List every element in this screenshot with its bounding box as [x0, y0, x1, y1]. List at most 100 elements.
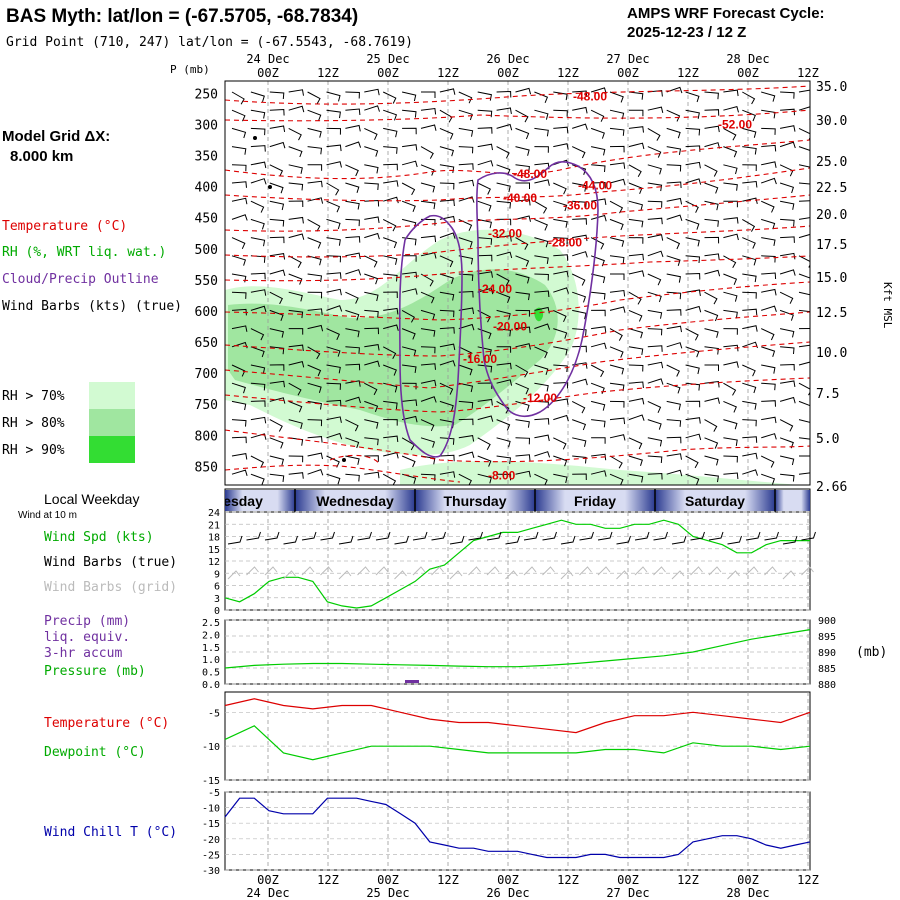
wind-barb	[364, 471, 380, 479]
true-wind-barb	[727, 535, 742, 545]
time-tick-label: 12Z	[677, 873, 699, 887]
wind-barb	[685, 161, 701, 169]
wind-barb	[534, 382, 549, 392]
wind-barb	[477, 415, 494, 422]
wind-barb	[628, 291, 642, 305]
wind-barb	[345, 252, 361, 260]
height-tick-label: 20.0	[816, 208, 847, 223]
weekday-label: Thursday	[443, 493, 506, 509]
wind-barb	[364, 182, 379, 191]
true-wind-barb	[542, 531, 557, 541]
wind-barb	[553, 270, 569, 278]
wind-barb	[760, 200, 775, 213]
wind-barb	[534, 179, 550, 186]
true-wind-barb	[468, 531, 483, 541]
grid-wind-barb	[449, 570, 463, 580]
wind-barb	[704, 291, 718, 305]
wind-at-label: Wind at 10 m	[18, 510, 77, 521]
wind-barb	[269, 164, 284, 177]
wind-barb	[326, 255, 342, 263]
wind-barb	[231, 273, 247, 283]
true-wind-barb	[634, 531, 650, 541]
isotherm-labels: -52.00 -48.00 -48.00 -44.00 -40.00 -36.00 -32.…	[463, 90, 752, 483]
wind-barb	[704, 91, 719, 100]
wind-barb	[723, 273, 738, 285]
wind-barb	[685, 417, 701, 424]
wind-barb	[798, 291, 810, 296]
wind-barb	[742, 180, 758, 188]
wind-barb	[609, 400, 625, 408]
wind-barb	[231, 146, 247, 155]
wind-barb	[628, 328, 644, 339]
wind-barb	[439, 400, 454, 412]
wind-barb	[704, 236, 720, 244]
wind-barb	[326, 432, 343, 440]
time-tick-label: 12Z	[797, 66, 819, 80]
wind-barb	[704, 125, 720, 133]
wind-barb	[269, 253, 286, 260]
wind-barb	[477, 437, 491, 450]
wind-barb	[458, 273, 474, 282]
wind-barb	[288, 437, 304, 446]
wind-barb	[402, 127, 417, 135]
wind-barb	[666, 146, 682, 155]
wind-barb	[345, 437, 360, 449]
wind-barb	[269, 200, 285, 211]
wind-barb	[496, 218, 512, 226]
wind-barb	[628, 109, 644, 117]
wind-barb	[345, 236, 361, 243]
wind-barb	[534, 451, 551, 458]
wind-barb	[345, 108, 361, 116]
date-tick-label: 25 Dec	[366, 886, 409, 900]
wind-barb	[383, 146, 398, 154]
wind-barb	[685, 473, 700, 485]
grid-wind-barb	[727, 570, 740, 580]
wind-barb	[326, 346, 341, 357]
wind-barb	[723, 146, 738, 158]
wind-barb	[515, 146, 530, 156]
wind-barb	[647, 328, 663, 336]
wind-barb	[477, 182, 491, 195]
wind-barb	[609, 289, 626, 297]
true-wind-barb	[486, 531, 502, 541]
wind-barb	[647, 378, 664, 385]
wind-barb	[666, 453, 682, 460]
wind-barb	[704, 269, 721, 277]
wind-barb	[572, 200, 587, 209]
wind-barb	[515, 343, 531, 350]
wind-barb	[402, 109, 417, 118]
date-tick-label: 27 Dec	[606, 52, 649, 66]
wind-barb	[439, 109, 453, 123]
height-tick-label: 5.0	[816, 432, 839, 447]
grid-wind-barb	[412, 566, 426, 576]
wind-barb	[458, 255, 474, 265]
wind-barb	[761, 272, 777, 280]
wind-barb	[383, 196, 399, 204]
wind-barb	[515, 109, 529, 123]
wind-barb	[269, 182, 284, 194]
time-tick-label: 12Z	[677, 66, 699, 80]
wind-barb	[307, 291, 323, 299]
wind-barb	[250, 289, 267, 296]
wind-spd-label: Wind Spd (kts)	[44, 530, 154, 545]
wind-barb	[798, 182, 810, 185]
wind-barb	[609, 237, 625, 247]
grid-wind-barb	[560, 570, 574, 580]
panel-frame	[224, 619, 811, 685]
wind-barb	[269, 397, 286, 404]
wind-barb	[590, 127, 605, 139]
isotherm-label: -16.00	[463, 352, 497, 366]
rh80-region	[228, 269, 558, 427]
wind-barb	[496, 291, 511, 303]
wind-barb	[496, 379, 513, 386]
wind-barb	[572, 234, 588, 242]
wind-barb	[288, 419, 303, 430]
wind-barb	[628, 218, 644, 228]
wind-barb	[572, 182, 587, 192]
pressure-tick-label: 350	[195, 150, 218, 165]
wind-barb	[666, 342, 683, 349]
wind-barb	[647, 472, 663, 480]
wind-barb	[402, 255, 417, 262]
isotherm-label: -28.00	[548, 236, 582, 250]
wind-speed-line	[224, 519, 810, 609]
